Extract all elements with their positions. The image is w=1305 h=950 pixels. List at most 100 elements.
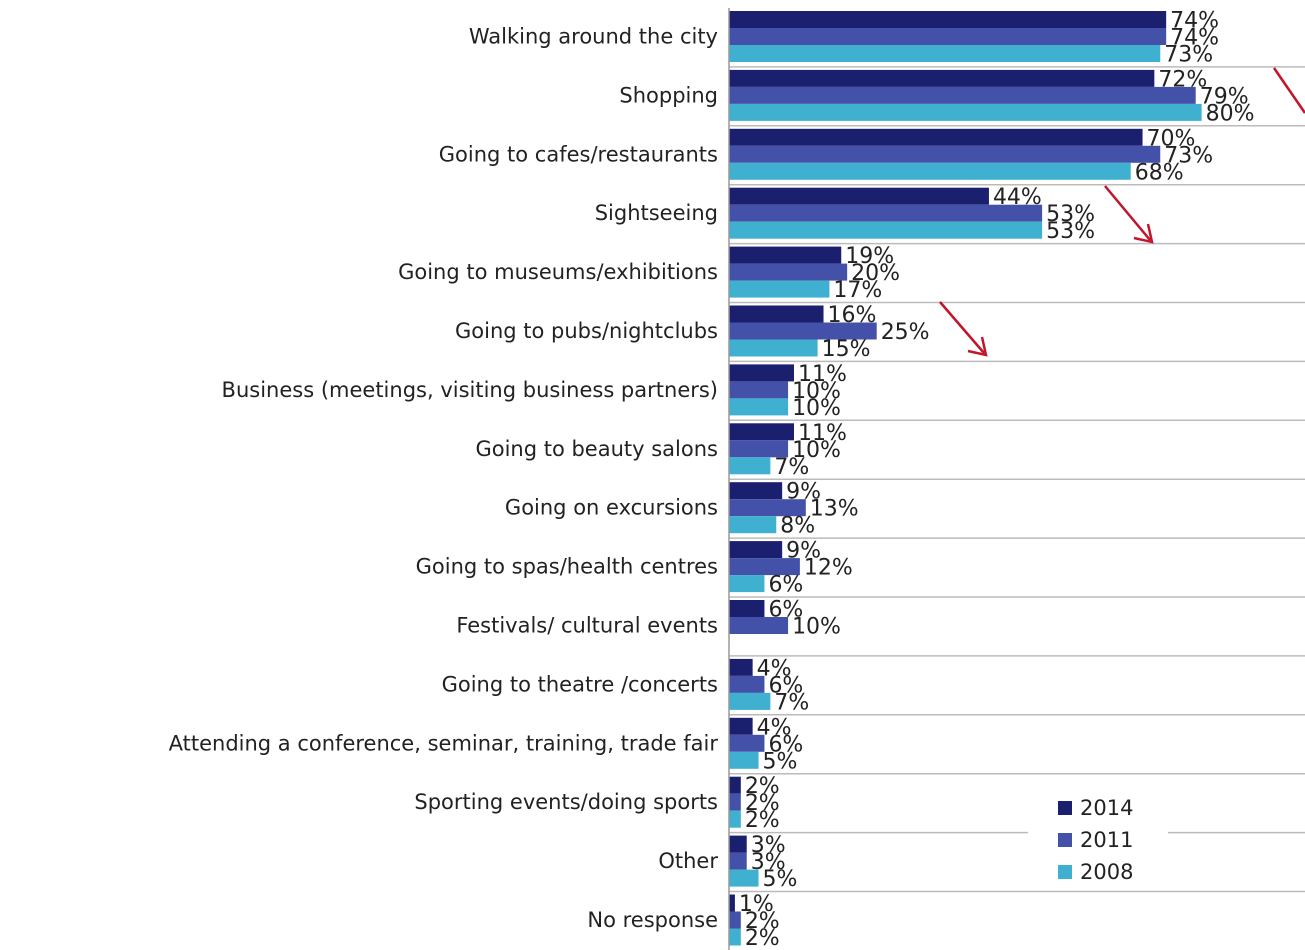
data-label: 2% xyxy=(745,926,780,950)
bar xyxy=(729,204,1043,222)
bar xyxy=(729,793,741,811)
data-label: 12% xyxy=(804,556,853,581)
bar xyxy=(729,852,747,870)
y-tick-label: Other xyxy=(658,849,718,873)
arrow xyxy=(1104,185,1151,241)
bar xyxy=(729,541,783,559)
y-tick-label: Attending a conference, seminar, trainin… xyxy=(169,731,719,755)
data-label: 13% xyxy=(810,497,859,522)
y-tick-label: Walking around the city xyxy=(469,25,718,49)
data-label: 73% xyxy=(1164,143,1213,168)
bar xyxy=(729,398,789,416)
data-label: 7% xyxy=(774,455,809,480)
y-tick-label: Going on excursions xyxy=(505,496,718,520)
data-label: 79% xyxy=(1200,84,1249,109)
data-label: 6% xyxy=(768,673,803,698)
bar xyxy=(729,558,800,576)
bar xyxy=(729,128,1143,146)
bar xyxy=(729,381,789,399)
data-label: 73% xyxy=(1164,43,1213,68)
bar xyxy=(729,675,765,693)
annotation-arrows xyxy=(939,67,1305,357)
y-tick-label: Business (meetings, visiting business pa… xyxy=(222,378,718,402)
bar xyxy=(729,45,1161,62)
bar xyxy=(729,717,753,735)
bar xyxy=(729,600,765,617)
bar xyxy=(729,734,765,752)
bar xyxy=(729,835,747,853)
data-label: 15% xyxy=(822,337,871,362)
bar xyxy=(729,305,824,323)
bar xyxy=(729,187,989,205)
data-label: 20% xyxy=(851,261,900,286)
bar xyxy=(729,499,806,517)
data-label: 2% xyxy=(745,791,780,816)
data-label: 6% xyxy=(768,732,803,757)
bar xyxy=(729,575,765,593)
legend-swatch xyxy=(1058,833,1072,847)
legend-label: 2008 xyxy=(1080,860,1133,884)
y-tick-label: Going to pubs/nightclubs xyxy=(455,319,718,343)
data-label: 10% xyxy=(792,396,841,421)
bar xyxy=(729,928,741,946)
bar xyxy=(729,280,830,298)
bar xyxy=(729,776,741,794)
bar xyxy=(729,440,789,458)
data-label: 74% xyxy=(1170,9,1219,34)
bar xyxy=(729,322,877,340)
data-label: 80% xyxy=(1206,101,1255,126)
bar xyxy=(729,162,1131,180)
bar xyxy=(729,246,842,264)
data-label: 19% xyxy=(845,244,894,269)
data-label: 53% xyxy=(1046,219,1095,244)
data-label: 11% xyxy=(798,421,847,446)
data-label: 2% xyxy=(745,774,780,799)
data-label: 8% xyxy=(780,514,815,539)
bar xyxy=(729,810,741,828)
y-tick-label: Going to spas/health centres xyxy=(416,555,718,579)
data-label: 5% xyxy=(763,749,798,774)
bar xyxy=(729,751,759,769)
legend-box xyxy=(1028,790,1168,890)
legend-label: 2014 xyxy=(1080,796,1133,820)
data-label: 2% xyxy=(745,808,780,833)
data-label: 17% xyxy=(833,278,882,303)
bar xyxy=(729,28,1167,45)
bar xyxy=(729,482,783,500)
bar xyxy=(729,617,789,634)
data-label: 11% xyxy=(798,362,847,387)
bar xyxy=(729,11,1167,28)
data-label: 25% xyxy=(881,320,930,345)
data-label: 2% xyxy=(745,909,780,934)
bar xyxy=(729,423,794,441)
legend: 2014 2011 2008 xyxy=(1028,790,1168,890)
data-label: 7% xyxy=(774,690,809,715)
data-label: 53% xyxy=(1046,202,1095,227)
bar xyxy=(729,658,753,676)
bar xyxy=(729,69,1155,87)
y-tick-label: Festivals/ cultural events xyxy=(456,614,718,638)
bar xyxy=(729,869,759,887)
data-label: 1% xyxy=(739,892,774,917)
bar xyxy=(729,364,794,382)
arrow-head xyxy=(1133,223,1154,244)
data-label: 10% xyxy=(792,438,841,463)
arrow xyxy=(1272,67,1305,114)
data-label: 10% xyxy=(792,379,841,404)
bar xyxy=(729,86,1196,104)
bar xyxy=(729,457,771,475)
y-tick-label: Shopping xyxy=(619,83,718,107)
data-label: 68% xyxy=(1135,160,1184,185)
legend-swatch xyxy=(1058,801,1072,815)
data-label: 74% xyxy=(1170,26,1219,51)
plot: Walking around the city74%74%73%Shopping… xyxy=(169,8,1305,950)
legend-label: 2011 xyxy=(1080,828,1133,852)
bar xyxy=(729,911,741,929)
data-label: 5% xyxy=(763,867,798,892)
y-tick-label: Going to museums/exhibitions xyxy=(398,260,718,284)
bar xyxy=(729,692,771,710)
bar xyxy=(729,894,735,912)
data-label: 10% xyxy=(792,615,841,640)
bar xyxy=(729,339,818,357)
